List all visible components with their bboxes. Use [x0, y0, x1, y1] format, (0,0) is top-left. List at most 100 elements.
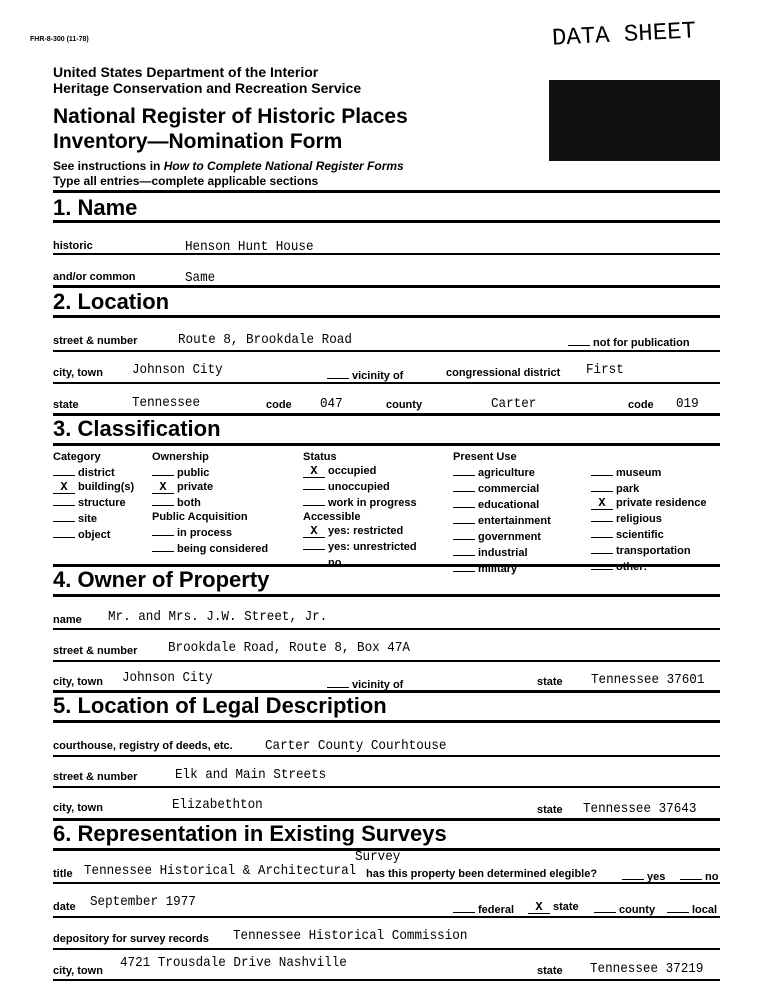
- checkbox-blank[interactable]: [453, 496, 475, 508]
- location-street-field[interactable]: Route 8, Brookdale Road: [178, 332, 352, 348]
- classification-option[interactable]: yes: unrestricted: [303, 538, 417, 554]
- common-name-field[interactable]: Same: [185, 270, 216, 286]
- classification-option[interactable]: object: [53, 526, 134, 542]
- classification-option[interactable]: district: [53, 464, 134, 480]
- county-field[interactable]: Carter: [491, 396, 537, 412]
- classification-option[interactable]: in process: [152, 524, 268, 540]
- checkbox-blank[interactable]: [667, 901, 689, 913]
- checkbox-blank[interactable]: [327, 676, 349, 688]
- classification-option[interactable]: transportation: [591, 542, 707, 558]
- classification-option[interactable]: being considered: [152, 540, 268, 556]
- county-option[interactable]: county: [594, 901, 655, 916]
- owner-state-field[interactable]: Tennessee 37601: [591, 672, 705, 688]
- checkbox-blank[interactable]: [53, 464, 75, 476]
- classification-option[interactable]: work in progress: [303, 494, 417, 510]
- classification-option[interactable]: commercial: [453, 480, 551, 496]
- checkbox-blank[interactable]: [152, 540, 174, 552]
- location-city-field[interactable]: Johnson City: [132, 362, 223, 378]
- depository-state-field[interactable]: Tennessee 37219: [590, 961, 704, 977]
- checkbox-checked[interactable]: X: [152, 481, 174, 494]
- checkbox-checked[interactable]: X: [303, 525, 325, 538]
- classification-option[interactable]: military: [453, 560, 551, 576]
- checkbox-checked[interactable]: X: [528, 901, 550, 914]
- classification-option[interactable]: both: [152, 494, 268, 510]
- not-for-publication-option[interactable]: not for publication: [568, 334, 690, 349]
- congressional-district-field[interactable]: First: [586, 362, 624, 378]
- checkbox-blank[interactable]: [327, 367, 349, 379]
- state-code-field[interactable]: 047: [320, 396, 343, 412]
- checkbox-blank[interactable]: [453, 560, 475, 572]
- classification-option[interactable]: industrial: [453, 544, 551, 560]
- checkbox-blank[interactable]: [591, 542, 613, 554]
- legal-city-field[interactable]: Elizabethton: [172, 797, 263, 813]
- checkbox-blank[interactable]: [53, 494, 75, 506]
- checkbox-blank[interactable]: [53, 526, 75, 538]
- local-option[interactable]: local: [667, 901, 717, 916]
- classification-option[interactable]: park: [591, 480, 707, 496]
- checkbox-blank[interactable]: [303, 494, 325, 506]
- survey-date-field[interactable]: September 1977: [90, 894, 196, 910]
- owner-street-field[interactable]: Brookdale Road, Route 8, Box 47A: [168, 640, 410, 656]
- vicinity-option[interactable]: vicinity of: [327, 367, 403, 382]
- checkbox-blank[interactable]: [591, 480, 613, 492]
- checkbox-blank[interactable]: [303, 538, 325, 550]
- checkbox-blank[interactable]: [591, 510, 613, 522]
- depository-field[interactable]: Tennessee Historical Commission: [233, 928, 468, 944]
- classification-option[interactable]: museum: [591, 464, 707, 480]
- classification-option[interactable]: unoccupied: [303, 478, 417, 494]
- courthouse-field[interactable]: Carter County Courhtouse: [265, 738, 447, 754]
- owner-city-field[interactable]: Johnson City: [122, 670, 213, 686]
- classification-option[interactable]: public: [152, 464, 268, 480]
- option-label: religious: [616, 513, 662, 525]
- checkbox-blank[interactable]: [594, 901, 616, 913]
- historic-name-field[interactable]: Henson Hunt House: [185, 239, 314, 255]
- county-code-field[interactable]: 019: [676, 396, 699, 412]
- checkbox-blank[interactable]: [453, 901, 475, 913]
- owner-name-field[interactable]: Mr. and Mrs. J.W. Street, Jr.: [108, 609, 328, 625]
- checkbox-blank[interactable]: [453, 512, 475, 524]
- checkbox-blank[interactable]: [152, 524, 174, 536]
- survey-title-field[interactable]: Tennessee Historical & Architectural: [84, 863, 357, 879]
- checkbox-blank[interactable]: [453, 480, 475, 492]
- location-state-field[interactable]: Tennessee: [132, 395, 201, 411]
- checkbox-blank[interactable]: [622, 868, 644, 880]
- classification-option[interactable]: no: [303, 554, 417, 570]
- classification-option[interactable]: site: [53, 510, 134, 526]
- checkbox-blank[interactable]: [53, 510, 75, 522]
- vicinity-option[interactable]: vicinity of: [327, 676, 403, 691]
- federal-option[interactable]: federal: [453, 901, 514, 916]
- checkbox-blank[interactable]: [453, 464, 475, 476]
- classification-option[interactable]: scientific: [591, 526, 707, 542]
- checkbox-blank[interactable]: [591, 558, 613, 570]
- eligible-yes-option[interactable]: yes: [622, 868, 665, 883]
- legal-street-field[interactable]: Elk and Main Streets: [175, 767, 327, 783]
- checkbox-blank[interactable]: [303, 478, 325, 490]
- classification-option[interactable]: agriculture: [453, 464, 551, 480]
- classification-option[interactable]: entertainment: [453, 512, 551, 528]
- checkbox-blank[interactable]: [453, 528, 475, 540]
- classification-option[interactable]: government: [453, 528, 551, 544]
- classification-option[interactable]: educational: [453, 496, 551, 512]
- checkbox-blank[interactable]: [152, 464, 174, 476]
- classification-option[interactable]: structure: [53, 494, 134, 510]
- classification-option[interactable]: religious: [591, 510, 707, 526]
- checkbox-checked[interactable]: X: [303, 465, 325, 478]
- checkbox-blank[interactable]: [680, 868, 702, 880]
- checkbox-checked[interactable]: X: [53, 481, 75, 494]
- checkbox-blank[interactable]: [591, 526, 613, 538]
- checkbox-blank[interactable]: [152, 494, 174, 506]
- depository-city-field[interactable]: 4721 Trousdale Drive Nashville: [120, 955, 347, 971]
- checkbox-blank[interactable]: [591, 464, 613, 476]
- eligible-no-option[interactable]: no: [680, 868, 718, 883]
- checkbox-checked[interactable]: X: [591, 497, 613, 510]
- checkbox-blank[interactable]: [453, 544, 475, 556]
- legal-state-field[interactable]: Tennessee 37643: [583, 801, 697, 817]
- checkbox-blank[interactable]: [568, 334, 590, 346]
